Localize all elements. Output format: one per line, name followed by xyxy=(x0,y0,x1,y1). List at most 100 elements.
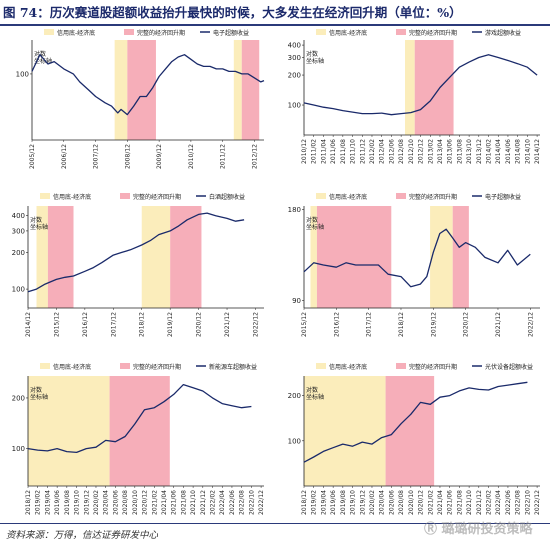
legend-label: 信用底-经济底 xyxy=(53,363,91,371)
x-tick-label: 2013/04 xyxy=(437,139,444,164)
legend-swatch-credit-bottom xyxy=(316,363,326,369)
x-tick-label: 2013/02 xyxy=(427,139,434,164)
y-axis-label: 坐标轴 xyxy=(30,393,48,401)
x-tick-label: 2018/12 xyxy=(301,490,308,515)
x-tick-label: 2021/10 xyxy=(466,490,473,515)
series-line xyxy=(303,228,531,288)
x-tick-label: 2011/08 xyxy=(340,139,347,164)
x-tick-label: 2021/06 xyxy=(447,490,454,515)
legend-label: 信用底-经济底 xyxy=(329,363,367,371)
y-axis-label: 对数 xyxy=(34,50,46,58)
legend-swatch-recovery xyxy=(124,29,134,35)
x-tick-label: 2018/12 xyxy=(398,312,405,337)
x-tick-label: 2022/02 xyxy=(486,490,493,515)
legend-swatch-recovery xyxy=(120,363,130,369)
y-axis-label: 坐标轴 xyxy=(306,393,324,401)
x-tick-label: 2018/12 xyxy=(139,312,146,337)
y-axis-label: 对数 xyxy=(306,386,318,394)
x-tick-label: 2011/04 xyxy=(320,139,327,164)
x-tick-label: 2021/02 xyxy=(151,490,158,515)
x-tick-label: 2011/12 xyxy=(220,144,227,169)
x-tick-label: 2022/10 xyxy=(524,490,531,515)
y-tick-label: 100 xyxy=(16,70,29,78)
x-tick-label: 2022/12 xyxy=(258,490,265,515)
x-tick-label: 2020/10 xyxy=(408,490,415,515)
x-tick-label: 2021/04 xyxy=(437,490,444,515)
x-tick-label: 2020/02 xyxy=(93,490,100,515)
x-tick-label: 2009/12 xyxy=(156,144,163,169)
x-tick-label: 2022/06 xyxy=(229,490,236,515)
x-tick-label: 2011/10 xyxy=(350,139,357,164)
x-tick-label: 2022/06 xyxy=(505,490,512,515)
x-tick-label: 2014/08 xyxy=(515,139,522,164)
x-tick-label: 2016/12 xyxy=(333,312,340,337)
x-tick-label: 2022/04 xyxy=(219,490,226,515)
legend-label: 完整的经济回升期 xyxy=(409,193,457,201)
x-tick-label: 2008/12 xyxy=(124,144,131,169)
x-tick-label: 2019/08 xyxy=(64,490,71,515)
x-tick-label: 2019/12 xyxy=(430,312,437,337)
x-tick-label: 2014/10 xyxy=(524,139,531,164)
phase-recovery-1 xyxy=(316,206,392,308)
y-tick-label: 100 xyxy=(12,445,25,453)
x-tick-label: 2012/06 xyxy=(388,139,395,164)
legend-swatch-recovery xyxy=(396,193,406,199)
legend-swatch-credit-bottom xyxy=(316,193,326,199)
x-tick-label: 2019/08 xyxy=(340,490,347,515)
x-tick-label: 2012/02 xyxy=(369,139,376,164)
y-tick-label: 200 xyxy=(12,249,25,257)
legend-label: 光伏设备超额收益 xyxy=(485,363,533,371)
x-tick-label: 2013/08 xyxy=(456,139,463,164)
legend-swatch-recovery xyxy=(120,193,130,199)
page-title: 图 74：历次赛道股超额收益抬升最快的时候，大多发生在经济回升期（单位：%） xyxy=(3,5,462,20)
x-tick-label: 2017/12 xyxy=(110,312,117,337)
x-tick-label: 2022/08 xyxy=(239,490,246,515)
phase-credit-bottom-1 xyxy=(28,376,110,486)
series-line xyxy=(303,54,538,116)
x-tick-label: 2022/12 xyxy=(534,490,541,515)
y-axis-label: 对数 xyxy=(30,386,42,394)
x-tick-label: 2012/10 xyxy=(408,139,415,164)
x-tick-label: 2007/12 xyxy=(93,144,100,169)
x-tick-label: 2019/04 xyxy=(320,490,327,515)
x-tick-label: 2016/12 xyxy=(82,312,89,337)
source-note: 资料来源：万得，信达证券研发中心 xyxy=(6,530,159,541)
x-tick-label: 2020/12 xyxy=(418,490,425,515)
y-tick-label: 100 xyxy=(288,102,301,110)
legend-swatch-recovery xyxy=(396,29,406,35)
y-tick-label: 100 xyxy=(288,437,301,445)
x-tick-label: 2013/10 xyxy=(466,139,473,164)
phase-credit-bottom-2 xyxy=(233,40,242,140)
phase-credit-bottom-1 xyxy=(114,40,128,140)
phase-recovery-1 xyxy=(385,376,435,486)
y-tick-label: 100 xyxy=(12,286,25,294)
y-tick-label: 180 xyxy=(288,206,301,214)
y-tick-label: 200 xyxy=(288,72,301,80)
x-tick-label: 2021/08 xyxy=(456,490,463,515)
series-line xyxy=(27,383,252,454)
x-tick-label: 2022/10 xyxy=(248,490,255,515)
x-tick-label: 2012/12 xyxy=(251,144,258,169)
title-divider xyxy=(0,24,550,26)
x-tick-label: 2021/12 xyxy=(495,312,502,337)
x-tick-label: 2020/12 xyxy=(463,312,470,337)
x-tick-label: 2020/06 xyxy=(388,490,395,515)
legend-label: 完整的经济回升期 xyxy=(133,363,181,371)
phase-recovery-1 xyxy=(47,206,74,308)
watermark-text: Ⓡ 璐璐研投资策略 xyxy=(424,522,533,537)
x-tick-label: 2019/06 xyxy=(54,490,61,515)
x-tick-label: 2011/06 xyxy=(330,139,337,164)
y-tick-label: 200 xyxy=(12,394,25,402)
x-tick-label: 2020/08 xyxy=(398,490,405,515)
x-tick-label: 2019/12 xyxy=(359,490,366,515)
legend-label: 信用底-经济底 xyxy=(53,193,91,201)
x-tick-label: 2015/12 xyxy=(301,312,308,337)
footer-divider xyxy=(0,523,550,524)
y-tick-label: 300 xyxy=(288,54,301,62)
phase-credit-bottom-1 xyxy=(310,206,317,308)
